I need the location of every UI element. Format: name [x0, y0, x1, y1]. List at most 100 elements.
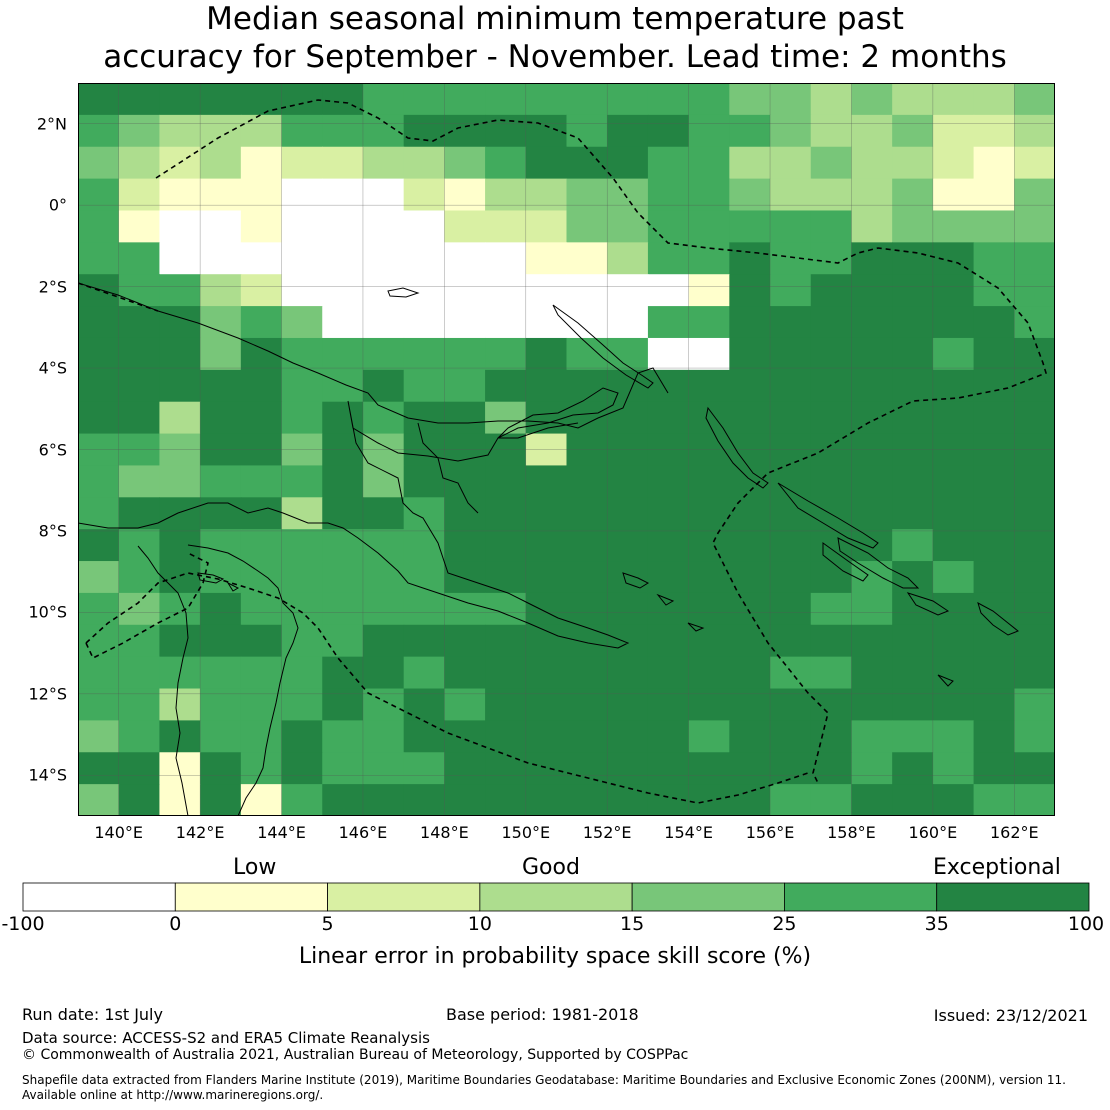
grid-cell	[973, 656, 1015, 690]
grid-cell	[322, 401, 364, 435]
grid-cell	[159, 401, 201, 435]
grid-cell	[973, 401, 1015, 435]
coastline-solomons-3	[822, 542, 869, 582]
grid-cell	[851, 114, 893, 148]
grid-cell	[281, 210, 323, 243]
grid-cell	[281, 242, 323, 275]
grid-cell	[240, 274, 283, 307]
grid-cell	[281, 656, 323, 690]
grid-cell	[485, 720, 527, 753]
grid-cell	[729, 178, 771, 212]
grid-cell	[322, 178, 364, 212]
grid-cell	[973, 369, 1015, 403]
grid-cell	[647, 752, 690, 785]
eez-png	[78, 99, 1047, 784]
grid-cell	[322, 497, 364, 530]
colorbar-tick-label: -100	[1, 913, 45, 935]
grid-cell	[851, 83, 893, 116]
grid-cell	[607, 83, 649, 116]
grid-cell	[200, 784, 242, 816]
colorbar-tick-label: 25	[772, 913, 797, 935]
grid-cell	[200, 83, 242, 116]
grid-cell	[932, 592, 975, 626]
colorbar-tick-label: 5	[321, 913, 334, 935]
longitude-tick-label: 150°E	[501, 823, 551, 842]
grid-cell	[159, 178, 201, 212]
grid-cell	[322, 114, 364, 148]
grid-cell	[485, 401, 527, 435]
grid-cell	[281, 784, 323, 816]
grid-cell	[118, 369, 161, 403]
grid-cell	[729, 656, 771, 690]
grid-cell	[729, 752, 771, 785]
grid-cell	[78, 465, 120, 498]
grid-cell	[729, 720, 771, 753]
grid-cell	[322, 656, 364, 690]
grid-cell	[78, 688, 120, 721]
grid-cell	[485, 752, 527, 785]
grid-cell	[607, 561, 649, 594]
grid-cell	[607, 720, 649, 753]
grid-cell	[770, 688, 812, 721]
grid-cell	[770, 114, 812, 148]
grid-cell	[1014, 433, 1055, 467]
grid-cell	[851, 433, 893, 467]
grid-cell	[607, 306, 649, 339]
grid-cell	[1014, 83, 1055, 116]
grid-cell	[932, 656, 975, 690]
grid-cell	[200, 497, 242, 530]
grid-cell	[362, 561, 405, 594]
grid-cell	[322, 561, 364, 594]
grid-cell	[810, 337, 853, 371]
grid-cell	[932, 114, 975, 148]
grid-cell	[647, 433, 690, 467]
grid-cell	[281, 114, 323, 148]
grid-cell	[322, 337, 364, 371]
grid-cell	[281, 624, 323, 658]
grid-cell	[525, 178, 568, 212]
grid-cell	[688, 210, 730, 243]
latitude-tick-label: 12°S	[28, 684, 67, 704]
grid-cell	[78, 178, 120, 212]
grid-cell	[403, 624, 445, 658]
grid-cell	[485, 465, 527, 498]
grid-cell	[403, 306, 445, 339]
grid-cell	[362, 210, 405, 243]
grid-cell	[647, 688, 690, 721]
grid-cell	[729, 401, 771, 435]
grid-cell	[892, 465, 934, 498]
grid-cell	[525, 306, 568, 339]
grid-cell	[932, 561, 975, 594]
grid-cell	[200, 720, 242, 753]
grid-cell	[607, 210, 649, 243]
grid-cell	[770, 656, 812, 690]
grid-cell	[932, 146, 975, 180]
grid-cell	[647, 369, 690, 403]
grid-cell	[770, 242, 812, 275]
grid-cell	[1014, 752, 1055, 785]
grid-cell	[403, 433, 445, 467]
grid-cell	[444, 752, 486, 785]
grid-cell	[566, 656, 608, 690]
grid-cell	[810, 433, 853, 467]
colorbar-tick-label: 15	[620, 913, 645, 935]
grid-cell	[200, 592, 242, 626]
colorbar-tick-label: 0	[169, 913, 182, 935]
grid-cell	[118, 114, 161, 148]
grid-cell	[851, 752, 893, 785]
grid-cell	[770, 178, 812, 212]
grid-cell	[281, 369, 323, 403]
grid-cell	[403, 688, 445, 721]
grid-cell	[810, 83, 853, 116]
grid-cell	[118, 83, 161, 116]
grid-cell	[1014, 561, 1055, 594]
grid-cell	[362, 784, 405, 816]
longitude-tick-label: 156°E	[745, 823, 795, 842]
grid-cell	[240, 83, 283, 116]
grid-cell	[485, 784, 527, 816]
grid-cell	[770, 274, 812, 307]
grid-cell	[403, 210, 445, 243]
map-frame	[78, 83, 1055, 816]
grid-cell	[159, 83, 201, 116]
grid-cell	[973, 274, 1015, 307]
